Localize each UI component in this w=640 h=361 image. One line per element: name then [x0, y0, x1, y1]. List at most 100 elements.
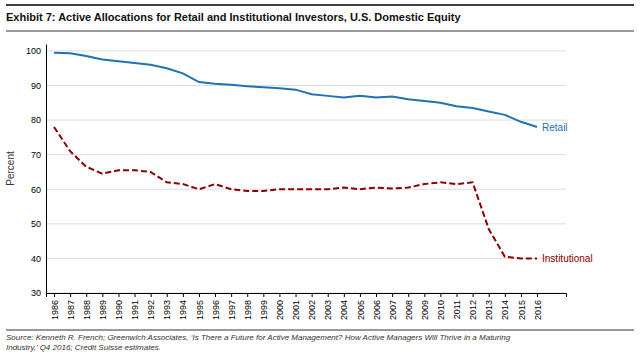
x-tick-label: 1993: [162, 300, 172, 320]
x-tick-mark: [54, 293, 55, 297]
x-tick-mark: [521, 293, 522, 297]
x-tick: 1986: [50, 293, 60, 320]
x-tick-mark: [489, 293, 490, 297]
x-tick-label: 2001: [291, 300, 301, 320]
y-tick-label: 90: [31, 81, 41, 91]
y-tick-label: 50: [31, 219, 41, 229]
line-label: Retail: [542, 122, 568, 133]
x-axis-line: [47, 294, 567, 298]
x-tick-mark: [215, 293, 216, 297]
x-tick-label: 1986: [50, 300, 60, 320]
x-tick-label: 1999: [259, 300, 269, 320]
x-tick-label: 2013: [484, 300, 494, 320]
x-tick-label: 1989: [98, 300, 108, 320]
x-tick-mark: [408, 293, 409, 297]
x-tick-label: 1992: [146, 300, 156, 320]
x-tick-mark: [135, 293, 136, 297]
x-tick: 1993: [162, 293, 172, 320]
x-tick-mark: [424, 293, 425, 297]
lines: [54, 53, 537, 259]
x-tick-mark: [263, 293, 264, 297]
x-tick-label: 1988: [82, 300, 92, 320]
x-tick-label: 2002: [307, 300, 317, 320]
y-tick-label: 70: [31, 150, 41, 160]
x-tick: 2009: [420, 293, 430, 320]
x-tick-mark: [328, 293, 329, 297]
x-tick: 1991: [130, 293, 140, 320]
x-tick-label: 1991: [130, 300, 140, 320]
x-tick-mark: [440, 293, 441, 297]
grid-line: [46, 50, 566, 51]
x-tick: 1996: [211, 293, 221, 320]
x-tick-mark: [505, 293, 506, 297]
x-tick-label: 1995: [195, 300, 205, 320]
x-tick-label: 2016: [533, 300, 543, 320]
x-tick-label: 1987: [66, 300, 76, 320]
x-tick: 2013: [484, 293, 494, 320]
x-tick-mark: [312, 293, 313, 297]
source-note: Source: Kenneth R. French; Greenwich Ass…: [6, 333, 511, 352]
y-tick: 90: [31, 81, 46, 91]
y-tick-label: 40: [31, 254, 41, 264]
x-tick: 2014: [500, 293, 510, 320]
x-tick: 1988: [82, 293, 92, 320]
x-tick-label: 2011: [452, 300, 462, 319]
plot: 1986 1987 1988 1989 1990 1991 1992 1993 1994 1995…: [5, 45, 593, 321]
x-tick: 2016: [533, 293, 543, 320]
y-tick-label: 80: [31, 115, 41, 125]
x-tick-label: 2014: [500, 300, 510, 320]
x-tick-label: 1998: [243, 300, 253, 320]
x-tick-label: 2006: [372, 300, 382, 320]
x-tick: 2003: [323, 293, 333, 320]
x-tick-mark: [279, 293, 280, 297]
x-tick: 1997: [227, 293, 237, 320]
x-tick-label: 1994: [178, 300, 188, 320]
y-axis-title: Percent: [5, 151, 16, 186]
x-tick-mark: [70, 293, 71, 297]
grid-line: [46, 85, 566, 86]
title-rule: [6, 4, 634, 6]
grid-line: [46, 258, 566, 259]
y-tick-label: 60: [31, 185, 41, 195]
x-tick-mark: [118, 293, 119, 297]
x-tick: 2001: [291, 293, 301, 320]
x-tick-mark: [151, 293, 152, 297]
x-tick: 2005: [356, 293, 366, 320]
x-tick-mark: [344, 293, 345, 297]
x-tick-label: 2007: [388, 300, 398, 320]
series-line: [54, 53, 537, 127]
y-tick-label: 30: [31, 288, 41, 298]
x-tick: 2010: [436, 293, 446, 320]
x-tick-label: 2005: [356, 300, 366, 320]
x-tick-label: 1990: [114, 300, 124, 320]
x-tick-mark: [86, 293, 87, 297]
x-tick: 2002: [307, 293, 317, 320]
grid-line: [46, 154, 566, 155]
x-tick-label: 2004: [339, 300, 349, 320]
y-axis-line: [46, 45, 47, 294]
grid-line: [46, 189, 566, 190]
x-tick-mark: [537, 293, 538, 297]
x-tick-mark: [199, 293, 200, 297]
y-tick: 80: [31, 115, 46, 125]
title-rule: [6, 31, 634, 32]
x-tick-mark: [473, 293, 474, 297]
y-tick: 70: [31, 150, 46, 160]
x-tick: 2015: [517, 293, 527, 320]
y-tick: 60: [31, 185, 46, 195]
x-tick-mark: [231, 293, 232, 297]
line-labels: RetailInstitutional: [542, 122, 593, 264]
source-rule: [6, 330, 634, 331]
x-tick-mark: [247, 293, 248, 297]
x-tick: 1989: [98, 293, 108, 320]
x-tick-mark: [392, 293, 393, 297]
x-axis: 1986 1987 1988 1989 1990 1991 1992 1993 1994 1995…: [47, 293, 567, 320]
x-tick: 1992: [146, 293, 156, 320]
x-tick: 1998: [243, 293, 253, 320]
x-tick-label: 2012: [468, 300, 478, 320]
x-tick-label: 2003: [323, 300, 333, 320]
x-tick: 1995: [195, 293, 205, 320]
x-tick: 1990: [114, 293, 124, 320]
x-tick-label: 1997: [227, 300, 237, 320]
chart: Exhibit 7: Active Allocations for Retail…: [0, 0, 640, 361]
